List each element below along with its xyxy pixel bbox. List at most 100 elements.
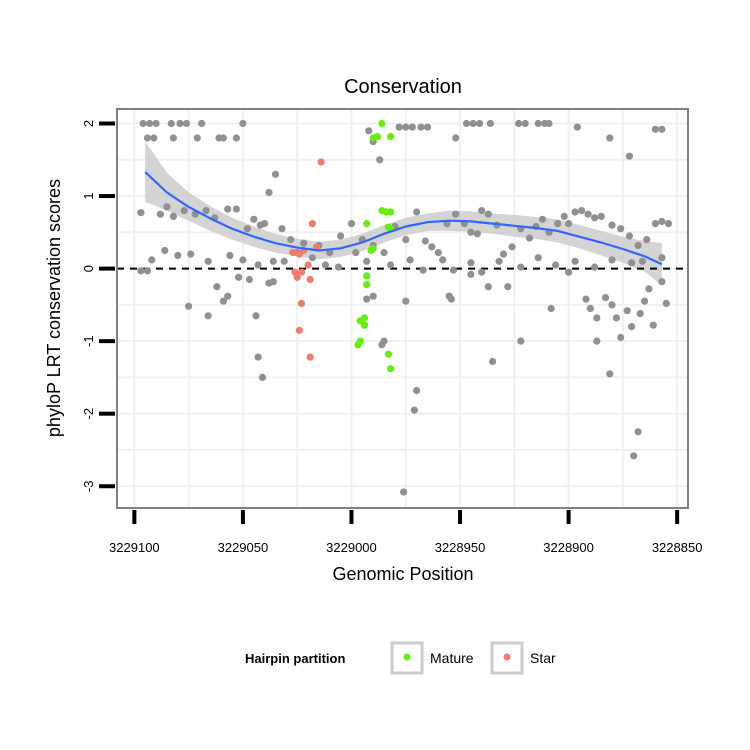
data-point-other — [213, 283, 220, 290]
data-point-other — [508, 243, 515, 250]
data-point-other — [463, 120, 470, 127]
data-point-mature — [363, 220, 370, 227]
data-point-other — [517, 264, 524, 271]
data-point-other — [413, 387, 420, 394]
data-point-other — [281, 258, 288, 265]
data-point-other — [526, 235, 533, 242]
data-point-other — [626, 232, 633, 239]
data-point-other — [265, 189, 272, 196]
chart-figure: 3229100 3229050 3229000 3228950 3228900 32288… — [0, 0, 750, 750]
y-tick-label: -1 — [81, 335, 96, 347]
data-point-other — [170, 213, 177, 220]
data-point-other — [587, 305, 594, 312]
data-point-other — [552, 261, 559, 268]
data-point-other — [635, 428, 642, 435]
data-point-other — [144, 267, 151, 274]
data-point-other — [535, 120, 542, 127]
data-point-other — [161, 247, 168, 254]
data-point-other — [409, 124, 416, 131]
data-point-other — [380, 338, 387, 345]
data-point-other — [407, 256, 414, 263]
data-point-other — [617, 225, 624, 232]
data-point-other — [608, 222, 615, 229]
data-point-mature — [387, 208, 394, 215]
data-point-star — [305, 261, 312, 268]
data-point-other — [606, 370, 613, 377]
data-point-other — [365, 127, 372, 134]
data-point-other — [224, 293, 231, 300]
data-point-other — [591, 214, 598, 221]
data-point-star — [318, 158, 325, 165]
data-point-other — [470, 120, 477, 127]
data-point-other — [452, 134, 459, 141]
data-point-other — [185, 303, 192, 310]
data-point-mature — [387, 133, 394, 140]
data-point-other — [176, 120, 183, 127]
data-point-other — [287, 236, 294, 243]
data-point-other — [352, 249, 359, 256]
data-point-other — [400, 488, 407, 495]
data-point-other — [500, 251, 507, 258]
data-point-other — [183, 120, 190, 127]
data-point-other — [270, 278, 277, 285]
data-point-other — [202, 207, 209, 214]
data-point-other — [598, 213, 605, 220]
data-point-other — [628, 323, 635, 330]
data-point-other — [174, 252, 181, 259]
data-point-star — [307, 276, 314, 283]
data-point-other — [572, 258, 579, 265]
data-point-other — [467, 271, 474, 278]
data-point-other — [467, 259, 474, 266]
legend-key-star-dot — [504, 654, 511, 661]
data-point-mature — [363, 281, 370, 288]
data-point-other — [255, 261, 262, 268]
data-point-other — [420, 267, 427, 274]
data-point-mature — [385, 351, 392, 358]
data-point-other — [337, 232, 344, 239]
data-point-other — [380, 249, 387, 256]
x-axis-label: Genomic Position — [332, 564, 473, 584]
data-point-other — [396, 124, 403, 131]
data-point-mature — [363, 272, 370, 279]
data-point-star — [289, 249, 296, 256]
data-point-other — [233, 134, 240, 141]
data-point-other — [402, 298, 409, 305]
data-point-other — [608, 256, 615, 263]
data-point-other — [246, 276, 253, 283]
data-point-other — [300, 240, 307, 247]
data-point-other — [645, 285, 652, 292]
data-point-other — [585, 211, 592, 218]
data-point-other — [485, 211, 492, 218]
data-point-other — [205, 312, 212, 319]
chart-background — [0, 0, 750, 750]
data-point-other — [665, 220, 672, 227]
data-point-mature — [370, 134, 377, 141]
data-point-other — [448, 296, 455, 303]
data-point-other — [522, 120, 529, 127]
data-point-other — [554, 220, 561, 227]
data-point-other — [504, 283, 511, 290]
data-point-other — [478, 207, 485, 214]
x-tick-label: 3229100 — [109, 540, 160, 555]
data-point-other — [650, 322, 657, 329]
data-point-other — [641, 298, 648, 305]
data-point-other — [628, 259, 635, 266]
data-point-other — [148, 256, 155, 263]
data-point-other — [658, 126, 665, 133]
data-point-other — [476, 120, 483, 127]
data-point-other — [363, 296, 370, 303]
data-point-other — [163, 203, 170, 210]
data-point-other — [187, 251, 194, 258]
data-point-other — [487, 120, 494, 127]
data-point-other — [572, 208, 579, 215]
data-point-other — [624, 307, 631, 314]
data-point-mature — [387, 365, 394, 372]
data-point-other — [515, 120, 522, 127]
data-point-other — [517, 338, 524, 345]
data-point-other — [168, 120, 175, 127]
data-point-star — [309, 220, 316, 227]
data-point-star — [291, 269, 298, 276]
data-point-other — [565, 220, 572, 227]
data-point-other — [309, 254, 316, 261]
x-tick-label: 3228900 — [543, 540, 594, 555]
